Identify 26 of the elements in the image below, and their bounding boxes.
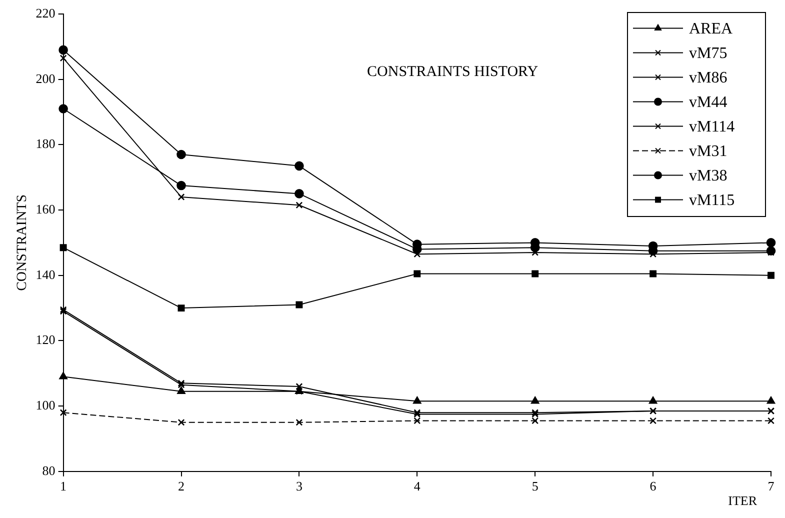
x-tick-label: 3 [296,478,302,494]
y-tick-label: 140 [36,266,56,282]
x-tick-label: 7 [768,478,775,494]
y-tick-label: 220 [36,5,56,20]
legend-label: vM75 [689,44,728,62]
y-axis-title: CONSTRAINTS [15,194,30,291]
legend-label: vM44 [689,94,728,111]
x-tick-label: 4 [414,478,421,494]
y-tick-label: 80 [42,462,56,478]
y-tick-label: 120 [36,332,56,348]
x-tick-label: 6 [650,478,657,494]
legend-label: AREA [689,20,733,38]
legend-label: vM115 [689,192,735,209]
x-tick-label: 1 [60,478,67,494]
legend-label: vM31 [689,142,728,160]
y-tick-label: 160 [36,201,56,216]
x-tick-label: 2 [178,478,184,494]
x-axis-title: ITER [728,492,758,508]
x-tick-label: 5 [532,478,538,494]
y-tick-label: 100 [36,397,56,412]
y-tick-label: 200 [36,70,56,86]
legend-label: vM86 [689,69,728,86]
text: CONSTRAINTS HISTORY [367,64,538,80]
legend-label: vM38 [689,167,728,184]
legend-label: vM114 [689,118,735,136]
y-tick-label: 180 [36,136,56,152]
